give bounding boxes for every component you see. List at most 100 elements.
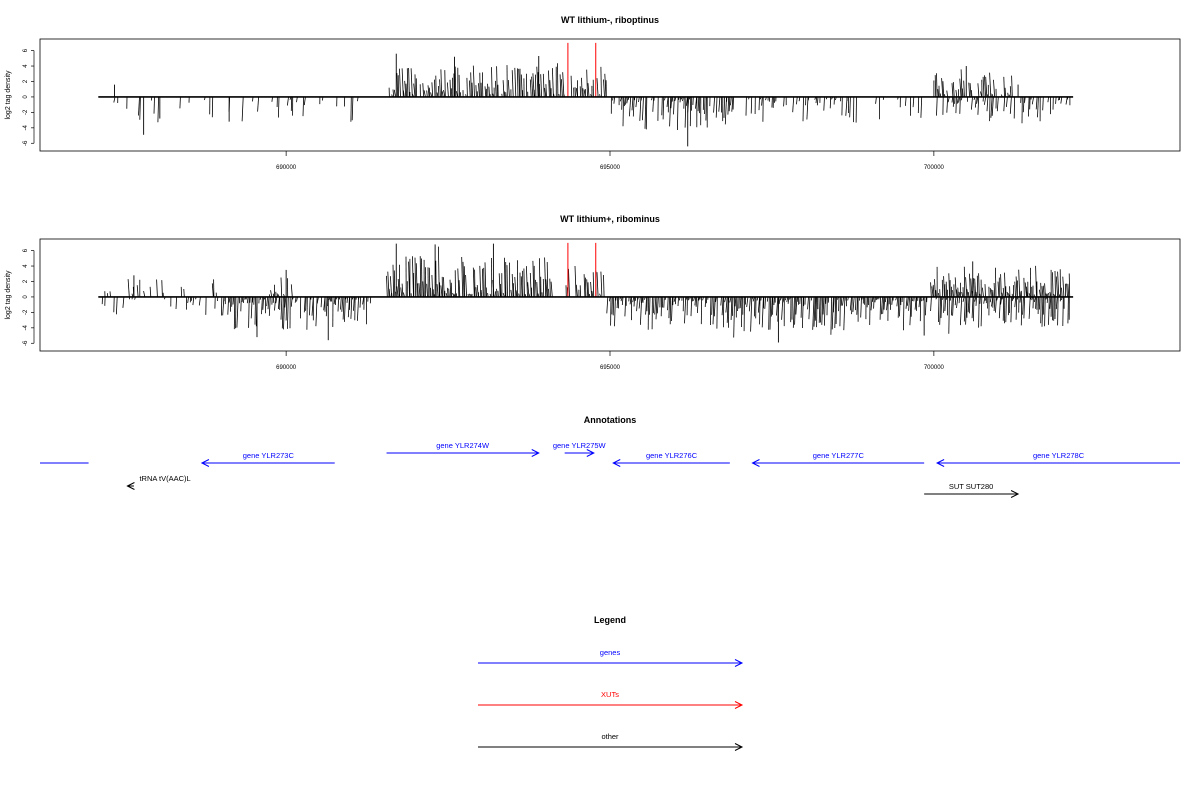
density-bar <box>881 296 883 315</box>
density-bar <box>662 96 665 120</box>
legend-item: genes <box>478 648 744 667</box>
feature: gene YLR275W <box>553 441 607 457</box>
density-bar <box>296 96 298 103</box>
density-bar <box>248 296 250 328</box>
density-bar <box>897 296 900 318</box>
density-bar <box>228 296 231 303</box>
density-bar <box>873 296 875 309</box>
density-bar <box>1028 296 1031 319</box>
density-bar <box>1053 296 1055 321</box>
density-bar <box>977 96 980 115</box>
density-bar <box>962 296 965 302</box>
feature-arrowhead-icon <box>751 459 760 467</box>
density-bar <box>1026 286 1028 297</box>
density-bar <box>963 266 966 297</box>
density-bar <box>287 296 289 329</box>
density-bar <box>113 96 116 103</box>
density-bar <box>669 96 672 127</box>
density-bar <box>1006 291 1009 298</box>
y-tick-label: -4 <box>23 125 29 131</box>
density-bar <box>623 96 626 107</box>
density-bar <box>920 96 923 118</box>
density-bar <box>896 296 899 307</box>
density-bar <box>955 90 958 97</box>
density-bar <box>241 296 244 303</box>
density-bar <box>711 296 713 315</box>
density-bar <box>1014 296 1017 308</box>
density-bar <box>764 296 766 309</box>
feature: SUT SUT280 <box>924 482 1020 498</box>
density-bar <box>497 290 499 297</box>
density-bar <box>544 257 547 297</box>
density-bar <box>978 273 980 297</box>
feature: gene YLR277C <box>751 451 925 467</box>
density-bar <box>954 277 957 297</box>
density-bar <box>958 96 960 103</box>
density-bar <box>1024 96 1026 103</box>
track-panel-lithium-minus: WT lithium-, riboptinus log2 tag density… <box>5 15 1181 171</box>
density-bar <box>454 66 457 97</box>
density-bar <box>758 96 760 111</box>
density-bar <box>962 88 964 97</box>
density-bar <box>956 96 959 104</box>
density-bar <box>959 78 962 97</box>
density-bar <box>469 80 471 97</box>
density-bar <box>550 281 553 297</box>
density-bar <box>570 75 573 97</box>
density-bar <box>401 283 404 297</box>
density-bar <box>966 289 969 297</box>
density-bar <box>426 283 428 297</box>
density-bar <box>757 296 760 313</box>
density-bar <box>991 96 994 116</box>
feature-label: gene YLR275W <box>553 441 607 450</box>
density-bar <box>822 296 825 315</box>
density-bar <box>397 278 400 297</box>
density-bar <box>535 279 537 297</box>
density-bar <box>532 260 535 297</box>
density-bar <box>440 285 443 297</box>
density-bar <box>638 296 641 309</box>
density-bar <box>603 79 605 97</box>
density-bar <box>704 296 707 308</box>
density-bar <box>388 288 391 297</box>
legend-label: genes <box>600 648 621 657</box>
density-bar <box>943 296 945 313</box>
density-bar <box>726 296 729 323</box>
density-bar <box>823 96 825 111</box>
density-bar <box>1004 272 1006 297</box>
density-bar <box>488 86 490 97</box>
x-axis: 690000 695000 700000 <box>276 151 945 171</box>
density-bar <box>506 265 508 297</box>
density-bar <box>357 296 359 321</box>
density-bar <box>813 296 816 327</box>
feature-arrowhead-icon <box>531 449 540 457</box>
density-bar <box>591 290 594 297</box>
density-bar <box>1002 296 1005 321</box>
density-bar <box>739 296 742 309</box>
density-bar <box>730 296 733 321</box>
density-bar <box>439 79 441 97</box>
density-bar <box>792 96 795 113</box>
x-tick-label: 690000 <box>276 165 297 171</box>
density-bar <box>472 65 475 97</box>
density-bar <box>449 279 452 297</box>
density-bar <box>246 296 249 304</box>
density-bar <box>993 282 996 297</box>
density-bar <box>903 296 905 331</box>
density-bar <box>333 296 336 305</box>
density-bar <box>1035 265 1037 297</box>
density-bar <box>860 296 862 318</box>
density-bar <box>652 96 654 112</box>
density-bar <box>820 296 822 323</box>
density-bar <box>815 96 818 104</box>
density-bar <box>821 296 824 325</box>
density-bar <box>1023 296 1025 319</box>
density-bar <box>422 83 424 97</box>
density-bar <box>1048 296 1050 325</box>
x-tick-label: 700000 <box>924 165 945 171</box>
density-bar <box>952 296 954 316</box>
density-bar <box>974 96 977 108</box>
y-tick-label: -6 <box>23 340 29 346</box>
density-bar <box>871 296 874 302</box>
